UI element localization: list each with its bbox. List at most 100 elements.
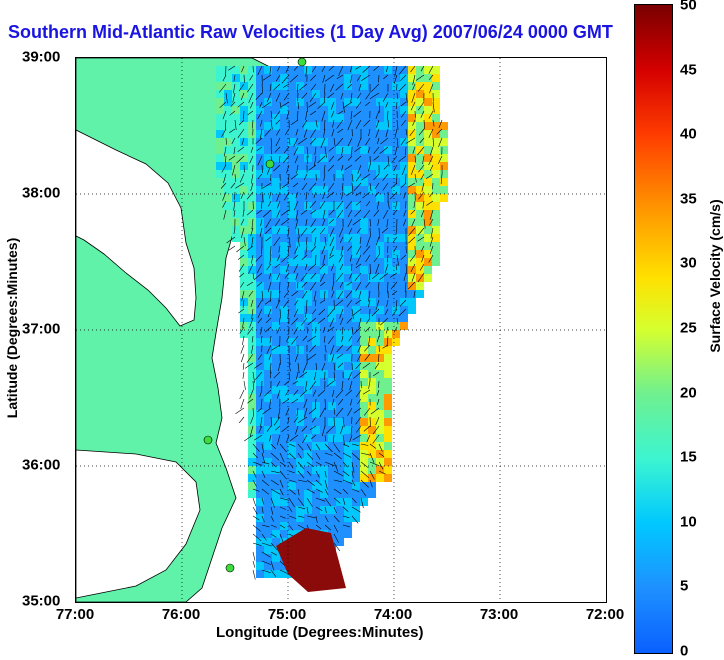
velocity-cell	[304, 170, 312, 178]
velocity-cell	[264, 322, 272, 330]
velocity-cell	[280, 234, 288, 242]
velocity-cell	[328, 274, 336, 282]
velocity-cell	[304, 194, 312, 202]
velocity-cell	[248, 90, 256, 98]
velocity-cell	[328, 210, 336, 218]
velocity-cell	[424, 178, 432, 186]
velocity-cell	[328, 122, 336, 130]
velocity-cell	[304, 378, 312, 386]
velocity-cell	[368, 330, 376, 338]
velocity-cell	[368, 234, 376, 242]
velocity-cell	[224, 82, 232, 90]
velocity-cell	[296, 458, 304, 466]
velocity-cell	[272, 450, 280, 458]
velocity-cell	[312, 202, 320, 210]
velocity-cell	[264, 482, 272, 490]
velocity-cell	[248, 282, 256, 290]
velocity-cell	[304, 514, 312, 522]
velocity-cell	[256, 386, 264, 394]
velocity-cell	[344, 250, 352, 258]
velocity-cell	[384, 130, 392, 138]
velocity-cell	[240, 82, 248, 90]
velocity-cell	[432, 130, 440, 138]
y-tick-label: 35:00	[22, 593, 60, 610]
velocity-cell	[376, 146, 384, 154]
velocity-cell	[432, 226, 440, 234]
velocity-cell	[344, 530, 352, 538]
velocity-cell	[288, 98, 296, 106]
velocity-cell	[328, 282, 336, 290]
velocity-cell	[384, 418, 392, 426]
velocity-cell	[368, 226, 376, 234]
velocity-cell	[312, 154, 320, 162]
velocity-cell	[360, 194, 368, 202]
velocity-cell	[344, 330, 352, 338]
velocity-arrow	[241, 345, 244, 354]
velocity-cell	[440, 146, 448, 154]
velocity-cell	[424, 98, 432, 106]
velocity-cell	[408, 106, 416, 114]
velocity-cell	[264, 458, 272, 466]
velocity-cell	[264, 202, 272, 210]
velocity-cell	[400, 234, 408, 242]
velocity-cell	[392, 314, 400, 322]
velocity-cell	[248, 298, 256, 306]
velocity-cell	[416, 282, 424, 290]
velocity-cell	[272, 138, 280, 146]
velocity-cell	[328, 386, 336, 394]
velocity-cell	[416, 122, 424, 130]
velocity-cell	[272, 178, 280, 186]
velocity-cell	[272, 354, 280, 362]
velocity-cell	[344, 418, 352, 426]
velocity-cell	[400, 74, 408, 82]
velocity-cell	[408, 170, 416, 178]
velocity-cell	[416, 66, 424, 74]
velocity-cell	[328, 242, 336, 250]
velocity-cell	[392, 266, 400, 274]
velocity-cell	[280, 306, 288, 314]
velocity-cell	[432, 66, 440, 74]
velocity-cell	[368, 266, 376, 274]
velocity-cell	[264, 258, 272, 266]
velocity-cell	[256, 178, 264, 186]
station-marker	[298, 58, 306, 66]
velocity-arrow	[243, 372, 244, 379]
velocity-cell	[224, 66, 232, 74]
map-plot-area[interactable]	[75, 57, 607, 603]
velocity-cell	[376, 210, 384, 218]
velocity-cell	[232, 162, 240, 170]
velocity-cell	[320, 298, 328, 306]
velocity-cell	[320, 498, 328, 506]
velocity-cell	[272, 66, 280, 74]
velocity-cell	[368, 466, 376, 474]
velocity-cell	[376, 234, 384, 242]
velocity-cell	[360, 418, 368, 426]
velocity-cell	[344, 242, 352, 250]
velocity-cell	[312, 442, 320, 450]
velocity-cell	[288, 282, 296, 290]
colorbar	[634, 4, 673, 654]
velocity-cell	[288, 274, 296, 282]
velocity-cell	[392, 162, 400, 170]
velocity-cell	[280, 130, 288, 138]
velocity-cell	[312, 210, 320, 218]
velocity-cell	[368, 458, 376, 466]
velocity-cell	[424, 266, 432, 274]
velocity-cell	[352, 290, 360, 298]
velocity-cell	[248, 370, 256, 378]
velocity-cell	[280, 242, 288, 250]
velocity-cell	[368, 66, 376, 74]
velocity-cell	[352, 146, 360, 154]
velocity-cell	[344, 282, 352, 290]
velocity-cell	[312, 138, 320, 146]
velocity-cell	[360, 442, 368, 450]
velocity-cell	[296, 186, 304, 194]
velocity-cell	[328, 426, 336, 434]
velocity-cell	[336, 250, 344, 258]
velocity-cell	[264, 114, 272, 122]
velocity-cell	[320, 410, 328, 418]
velocity-cell	[256, 490, 264, 498]
velocity-cell	[304, 426, 312, 434]
velocity-cell	[360, 330, 368, 338]
velocity-cell	[320, 162, 328, 170]
